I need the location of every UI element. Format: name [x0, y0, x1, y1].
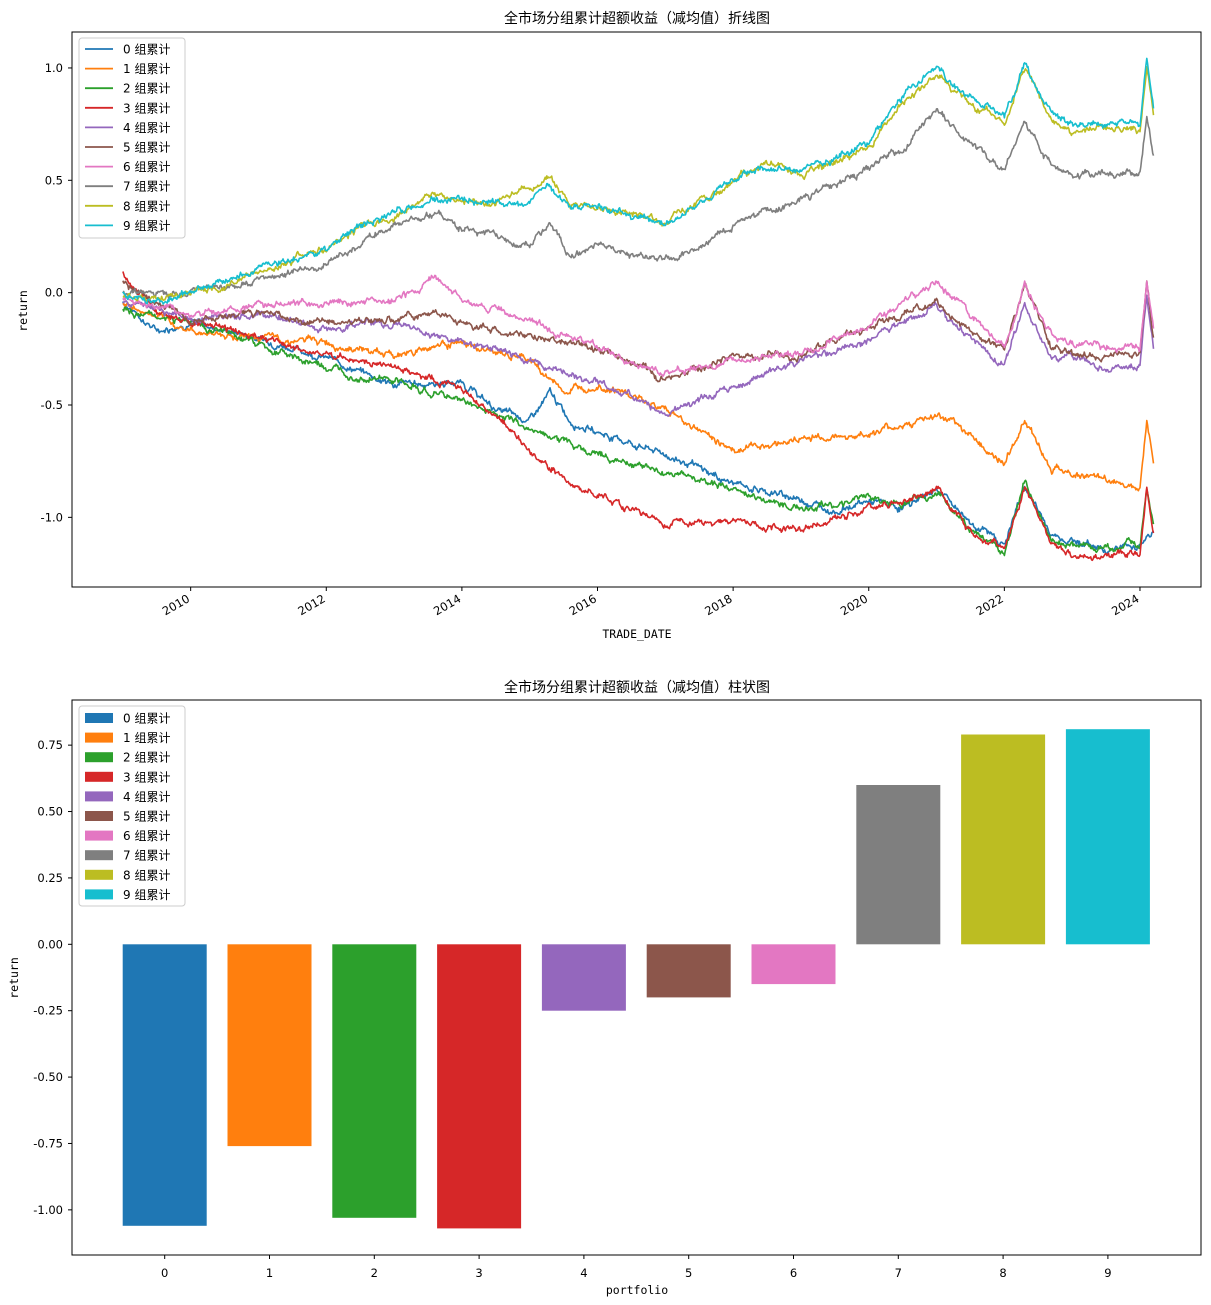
legend-label: 5 组累计 [123, 141, 170, 155]
series-line-6 [122, 274, 1155, 378]
y-tick-label: -0.50 [33, 1070, 63, 1084]
bar-chart-frame [71, 699, 1202, 1256]
legend-bar-swatch [85, 869, 113, 880]
legend-bar-swatch [85, 752, 113, 763]
legend-bar-swatch [85, 732, 113, 743]
legend-label: 3 组累计 [123, 101, 170, 115]
x-tick-label: 6 [790, 1266, 797, 1280]
bar-chart-x-ticks: 0 1 2 3 4 5 6 7 8 9 [161, 1255, 1112, 1280]
legend-label: 6 组累计 [123, 160, 170, 174]
series-line-3 [122, 271, 1155, 562]
legend-label: 7 组累计 [123, 180, 170, 194]
x-tick-label: 2010 [160, 591, 192, 618]
x-tick-label: 2 [371, 1266, 378, 1280]
bar-9 [1065, 729, 1150, 945]
legend-bar-swatch [85, 811, 113, 821]
line-chart-legend: 0 组累计 1 组累计 2 组累计 3 组累计 4 组累计 5 组累计 6 组累计 7 组累计… [78, 37, 186, 239]
series-line-9 [122, 57, 1155, 305]
legend-label: 2 组累计 [123, 751, 170, 765]
legend-label: 4 组累计 [123, 121, 170, 135]
x-tick-label: 8 [999, 1266, 1006, 1280]
y-tick-label: -0.25 [33, 1004, 63, 1018]
y-tick-label: 0.5 [45, 173, 63, 187]
bar-8 [961, 734, 1046, 945]
bar-chart-bars [122, 729, 1150, 1229]
y-tick-label: 0.75 [37, 738, 63, 752]
x-tick-label: 7 [895, 1266, 902, 1280]
legend-bar-swatch [85, 830, 113, 841]
y-tick-label: 0.50 [37, 805, 63, 819]
legend-label: 8 组累计 [123, 868, 170, 882]
x-tick-label: 2012 [295, 591, 327, 618]
bar-chart-y-ticks: 0.75 0.50 0.25 0.00 -0.25 -0.50 -0.75 -1.00 [33, 738, 72, 1217]
line-chart-x-ticks: 2010 2012 2014 2016 2018 2020 2022 2024 [160, 587, 1141, 618]
series-line-1 [122, 302, 1155, 492]
x-tick-label: 4 [580, 1266, 587, 1280]
x-tick-label: 1 [266, 1266, 273, 1280]
series-line-8 [122, 66, 1155, 302]
y-tick-label: 1.0 [45, 61, 63, 75]
legend-label: 9 组累计 [123, 219, 170, 233]
legend-label: 6 组累计 [123, 829, 170, 843]
bar-chart-x-label: portfolio [606, 1283, 668, 1297]
x-tick-label: 3 [475, 1266, 482, 1280]
bar-7 [856, 785, 941, 945]
legend-label: 1 组累计 [123, 62, 170, 76]
y-tick-label: -0.75 [33, 1136, 63, 1150]
legend-label: 0 组累计 [123, 43, 170, 57]
bar-chart-y-label: return [7, 957, 21, 999]
legend-label: 7 组累计 [123, 849, 170, 863]
bar-6 [751, 944, 836, 985]
legend-label: 0 组累计 [123, 712, 170, 726]
line-chart-frame [71, 31, 1202, 588]
line-chart-series [122, 57, 1155, 562]
legend-bar-swatch [85, 850, 113, 861]
y-tick-label: 0.0 [45, 286, 63, 300]
x-tick-label: 2024 [1109, 591, 1141, 618]
bar-0 [122, 944, 207, 1226]
x-tick-label: 0 [161, 1266, 168, 1280]
x-tick-label: 2018 [702, 591, 734, 618]
x-tick-label: 2020 [838, 591, 870, 618]
legend-bar-swatch [85, 889, 113, 900]
x-tick-label: 5 [685, 1266, 692, 1280]
line-chart-title: 全市场分组累计超额收益（减均值）折线图 [504, 10, 770, 27]
line-chart-x-label: TRADE_DATE [602, 627, 671, 641]
bar-1 [227, 944, 312, 1147]
bar-4 [541, 944, 626, 1011]
y-tick-label: 0.25 [37, 871, 63, 885]
series-line-7 [122, 108, 1155, 299]
bar-chart-title: 全市场分组累计超额收益（减均值）柱状图 [504, 679, 770, 696]
legend-bar-swatch [85, 713, 113, 723]
legend-label: 8 组累计 [123, 199, 170, 213]
line-chart-y-ticks: 1.0 0.5 0.0 -0.5 -1.0 [41, 61, 72, 524]
line-chart-y-label: return [16, 290, 30, 332]
legend-bar-swatch [85, 771, 113, 782]
legend-label: 9 组累计 [123, 888, 170, 902]
y-tick-label: -0.5 [41, 398, 63, 412]
legend-label: 4 组累计 [123, 790, 170, 804]
legend-label: 5 组累计 [123, 810, 170, 824]
bar-5 [646, 944, 731, 998]
x-tick-label: 2022 [973, 591, 1005, 618]
y-tick-label: 0.00 [37, 937, 63, 951]
x-tick-label: 9 [1104, 1266, 1111, 1280]
bar-chart-legend: 0 组累计 1 组累计 2 组累计 3 组累计 4 组累计 5 组累计 6 组累计 7 组累计… [78, 705, 186, 907]
bar-chart: 全市场分组累计超额收益（减均值）柱状图 0.75 0.50 0.25 0.00 -0.2… [7, 679, 1202, 1297]
line-chart: 全市场分组累计超额收益（减均值）折线图 1.0 0.5 0.0 -0.5 -1.0 20… [16, 10, 1202, 641]
y-tick-label: -1.0 [41, 510, 63, 524]
x-tick-label: 2014 [431, 591, 463, 618]
legend-bar-swatch [85, 791, 113, 802]
y-tick-label: -1.00 [33, 1203, 63, 1217]
x-tick-label: 2016 [567, 591, 599, 618]
legend-label: 1 组累计 [123, 731, 170, 745]
legend-label: 2 组累计 [123, 82, 170, 96]
legend-label: 3 组累计 [123, 770, 170, 784]
series-line-2 [122, 306, 1155, 557]
bar-2 [332, 944, 417, 1218]
bar-3 [437, 944, 522, 1229]
